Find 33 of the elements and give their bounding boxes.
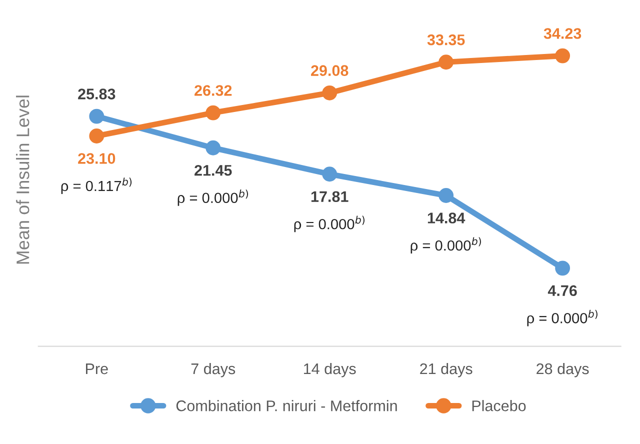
point bbox=[322, 85, 338, 100]
x-tick-label: Pre bbox=[86, 364, 108, 374]
annotation: ρ = 0.000$^{b)}$ bbox=[527, 310, 598, 326]
data-label: 17.81 bbox=[311, 191, 348, 202]
data-label: 23.10 bbox=[78, 153, 116, 164]
data-label: 29.08 bbox=[311, 65, 348, 76]
point bbox=[89, 128, 104, 144]
data-label: 14.84 bbox=[428, 212, 466, 224]
annotation: ρ = 0.117$^{b)}$ bbox=[61, 178, 132, 194]
point bbox=[555, 48, 570, 64]
data-label: 4.76 bbox=[548, 285, 577, 296]
x-tick-label: 28 days bbox=[536, 362, 589, 378]
point bbox=[438, 188, 454, 203]
data-label: 26.32 bbox=[194, 85, 232, 96]
data-label: 25.83 bbox=[78, 88, 116, 100]
x-tick-label: 7 days bbox=[191, 362, 236, 378]
x-tick-label: 14 days bbox=[304, 362, 356, 378]
point bbox=[322, 166, 338, 182]
point bbox=[206, 105, 221, 120]
annotation: ρ = 0.000$^{b)}$ bbox=[294, 216, 364, 232]
point bbox=[438, 54, 454, 70]
data-label: 33.35 bbox=[427, 34, 465, 46]
data-label: 21.45 bbox=[194, 164, 232, 176]
point bbox=[89, 108, 104, 124]
y-axis-title: Mean of Insulin Level bbox=[16, 96, 30, 264]
x-tick-label: 21 days bbox=[420, 362, 472, 378]
legend-label: Placebo bbox=[472, 400, 526, 412]
annotation: ρ = 0.000$^{b)}$ bbox=[410, 237, 481, 254]
point bbox=[206, 140, 221, 156]
data-label: 34.23 bbox=[544, 28, 582, 39]
annotation: ρ = 0.000$^{b)}$ bbox=[178, 190, 248, 206]
point bbox=[555, 260, 570, 276]
legend-label: Combination P. niruri - Metformin bbox=[176, 400, 397, 412]
